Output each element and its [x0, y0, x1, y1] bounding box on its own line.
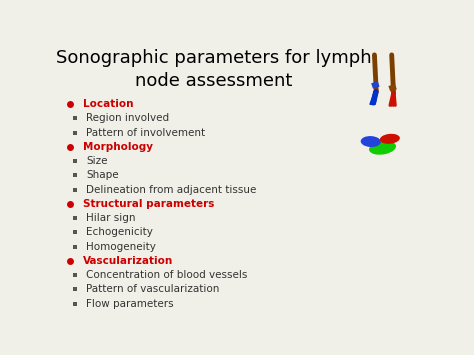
- Text: Pattern of involvement: Pattern of involvement: [86, 127, 205, 138]
- Text: Vascularization: Vascularization: [83, 256, 173, 266]
- Text: Delineation from adjacent tissue: Delineation from adjacent tissue: [86, 185, 256, 195]
- Text: Shape: Shape: [86, 170, 118, 180]
- Text: Location: Location: [83, 99, 134, 109]
- Text: Pattern of vascularization: Pattern of vascularization: [86, 284, 219, 294]
- Text: Concentration of blood vessels: Concentration of blood vessels: [86, 270, 247, 280]
- Text: Structural parameters: Structural parameters: [83, 199, 215, 209]
- Text: Flow parameters: Flow parameters: [86, 299, 173, 308]
- Text: Sonographic parameters for lymph
node assessment: Sonographic parameters for lymph node as…: [56, 49, 371, 89]
- Text: Echogenicity: Echogenicity: [86, 228, 153, 237]
- Text: Region involved: Region involved: [86, 113, 169, 123]
- Text: Hilar sign: Hilar sign: [86, 213, 136, 223]
- Text: Morphology: Morphology: [83, 142, 153, 152]
- Text: Size: Size: [86, 156, 108, 166]
- Ellipse shape: [361, 136, 381, 147]
- Text: Homogeneity: Homogeneity: [86, 242, 156, 252]
- Ellipse shape: [369, 141, 396, 155]
- Ellipse shape: [380, 134, 400, 144]
